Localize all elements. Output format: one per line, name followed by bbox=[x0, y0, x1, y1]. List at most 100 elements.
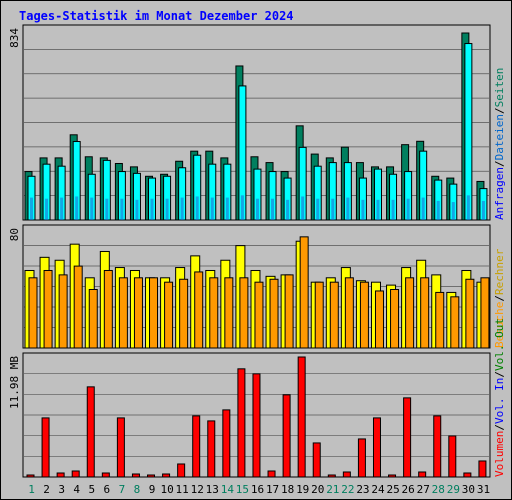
bar-rechner bbox=[435, 291, 445, 349]
x-tick-label: 23 bbox=[356, 483, 369, 496]
bar-rechner bbox=[314, 281, 324, 349]
bar-rechner bbox=[209, 277, 219, 349]
x-tick-label: 8 bbox=[134, 483, 141, 496]
bar-volumen bbox=[222, 409, 231, 478]
bar-rechner bbox=[179, 278, 189, 349]
bar-rechner bbox=[344, 277, 354, 349]
bar-volumen bbox=[433, 415, 442, 478]
bar-volumen bbox=[282, 394, 291, 478]
bar-rechner bbox=[43, 269, 53, 349]
bar-rechner bbox=[374, 290, 384, 349]
bar-rechner bbox=[480, 277, 490, 349]
bar-seiten bbox=[75, 196, 79, 220]
x-tick-label: 25 bbox=[386, 483, 399, 496]
bar-volumen bbox=[116, 417, 125, 478]
bar-rechner bbox=[465, 278, 475, 349]
x-tick-label: 19 bbox=[296, 483, 309, 496]
x-tick-label: 30 bbox=[462, 483, 475, 496]
legend-bottom: Volumen/Vol. In/Vol. Out bbox=[493, 318, 506, 477]
x-tick-label: 3 bbox=[58, 483, 65, 496]
bar-rechner bbox=[329, 281, 339, 349]
x-tick-label: 21 bbox=[326, 483, 339, 496]
bar-rechner bbox=[405, 277, 415, 349]
bar-volumen bbox=[342, 471, 351, 478]
bar-seiten bbox=[331, 198, 335, 220]
bar-seiten bbox=[466, 195, 470, 220]
bar-volumen bbox=[26, 474, 35, 478]
x-tick-label: 14 bbox=[221, 483, 235, 496]
bar-volumen bbox=[357, 438, 366, 478]
bar-volumen bbox=[177, 463, 186, 478]
x-tick-label: 29 bbox=[447, 483, 460, 496]
bar-rechner bbox=[118, 277, 128, 349]
bar-volumen bbox=[71, 470, 80, 478]
x-tick-label: 16 bbox=[251, 483, 264, 496]
bar-seiten bbox=[391, 199, 395, 220]
bar-volumen bbox=[131, 473, 140, 478]
legend-bottom-part: / bbox=[493, 424, 506, 431]
bar-volumen bbox=[192, 415, 201, 478]
bar-rechner bbox=[133, 277, 143, 349]
bar-rechner bbox=[359, 281, 369, 349]
bar-seiten bbox=[135, 199, 139, 220]
bar-seiten bbox=[301, 196, 305, 220]
bar-rechner bbox=[239, 277, 249, 349]
y-max-label-bottom: 11.98 MB bbox=[8, 356, 21, 409]
x-tick-label: 31 bbox=[477, 483, 490, 496]
x-tick-label: 15 bbox=[236, 483, 249, 496]
bar-rechner bbox=[224, 277, 234, 349]
bar-seiten bbox=[180, 197, 184, 220]
bar-rechner bbox=[299, 236, 309, 349]
legend-middle-part: / bbox=[493, 295, 506, 302]
bar-seiten bbox=[165, 198, 169, 220]
legend-top-part: Anfragen bbox=[493, 167, 506, 220]
legend-top-part: / bbox=[493, 160, 506, 167]
bar-rechner bbox=[164, 281, 174, 349]
bar-rechner bbox=[390, 289, 400, 349]
bar-seiten bbox=[436, 200, 440, 220]
x-tick-label: 22 bbox=[341, 483, 354, 496]
legend-bottom-part: Vol. Out bbox=[493, 318, 506, 371]
bar-volumen bbox=[418, 471, 427, 478]
x-tick-label: 10 bbox=[160, 483, 173, 496]
x-tick-label: 6 bbox=[104, 483, 111, 496]
bar-volumen bbox=[267, 470, 276, 478]
chart-title: Tages-Statistik im Monat Dezember 2024 bbox=[19, 9, 294, 23]
bar-seiten bbox=[60, 197, 64, 220]
legend-bottom-part: Vol. In bbox=[493, 378, 506, 424]
legend-top-part: / bbox=[493, 107, 506, 114]
legend-bottom-part: / bbox=[493, 371, 506, 378]
legend-middle-part: Rechner bbox=[493, 248, 506, 295]
x-tick-label: 27 bbox=[417, 483, 430, 496]
legend-middle: Besuche/Rechner bbox=[493, 248, 506, 348]
bar-rechner bbox=[284, 274, 294, 349]
bar-volumen bbox=[448, 435, 457, 478]
bar-seiten bbox=[120, 198, 124, 220]
bar-volumen bbox=[327, 474, 336, 478]
bar-seiten bbox=[210, 197, 214, 220]
bar-rechner bbox=[450, 296, 460, 349]
x-tick-label: 13 bbox=[206, 483, 219, 496]
x-tick-label: 5 bbox=[88, 483, 95, 496]
bar-volumen bbox=[207, 420, 216, 478]
bar-volumen bbox=[388, 474, 397, 478]
bar-volumen bbox=[162, 473, 171, 478]
bar-rechner bbox=[269, 278, 279, 349]
bar-seiten bbox=[286, 199, 290, 220]
legend-top-part: Seiten bbox=[493, 68, 506, 108]
bar-seiten bbox=[376, 199, 380, 220]
bar-rechner bbox=[58, 274, 68, 349]
bar-volumen bbox=[478, 460, 487, 478]
legend-middle-part: Besuche bbox=[493, 302, 506, 348]
y-max-label-top: 834 bbox=[8, 28, 21, 48]
x-tick-label: 11 bbox=[176, 483, 189, 496]
x-tick-label: 28 bbox=[432, 483, 445, 496]
x-tick-label: 17 bbox=[266, 483, 279, 496]
bar-seiten bbox=[240, 195, 244, 220]
bar-rechner bbox=[149, 277, 159, 349]
bar-volumen bbox=[237, 368, 246, 478]
bar-seiten bbox=[195, 196, 199, 220]
bar-seiten bbox=[421, 197, 425, 220]
bar-seiten bbox=[406, 198, 410, 220]
bar-rechner bbox=[420, 277, 430, 349]
